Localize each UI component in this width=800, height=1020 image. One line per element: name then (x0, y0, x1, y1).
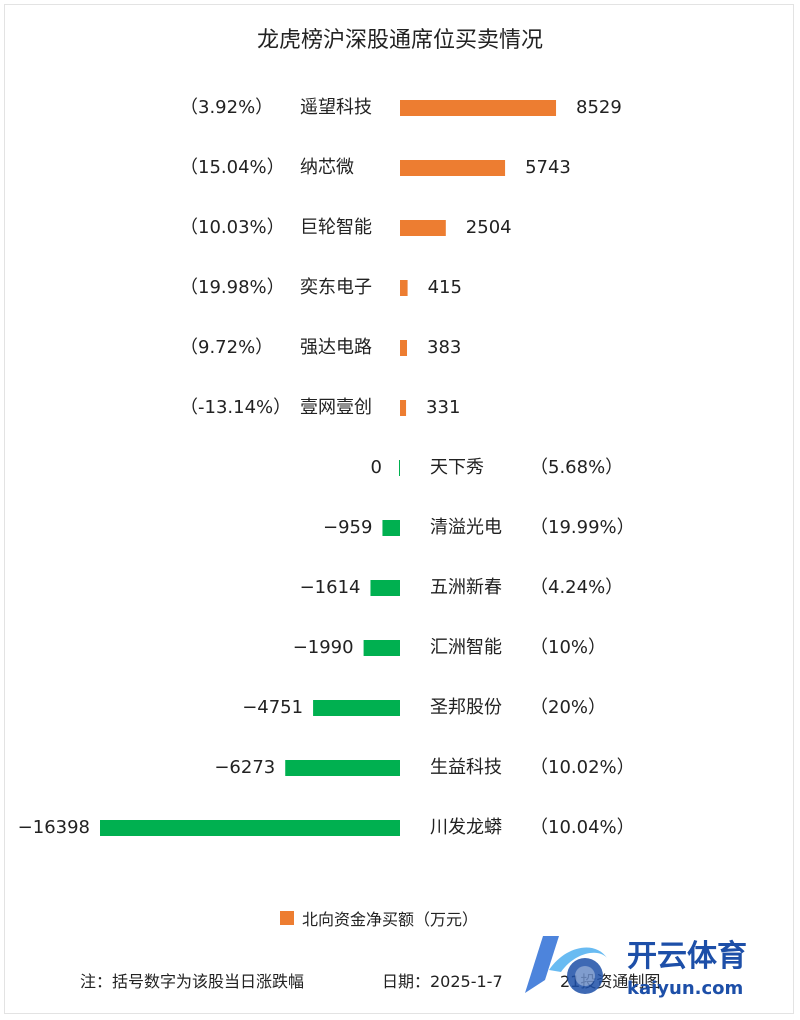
legend: 北向资金净买额（万元） (280, 906, 478, 930)
bar-汇洲智能 (363, 640, 400, 656)
logo: 开云体育 kaiyun.com (525, 936, 747, 999)
data-label-五洲新春: −1614 (300, 577, 361, 598)
logo-url: kaiyun.com (627, 978, 743, 999)
pct-label-清溢光电: （19.99%） (530, 517, 635, 538)
data-label-汇洲智能: −1990 (293, 637, 354, 658)
bar-壹网壹创 (400, 400, 407, 416)
data-label-天下秀: 0 (371, 457, 382, 478)
category-label-奕东电子: 奕东电子 (300, 277, 372, 298)
data-label-壹网壹创: 331 (426, 397, 460, 418)
pct-label-巨轮智能: （10.03%） (180, 217, 285, 238)
bar-遥望科技 (400, 100, 557, 116)
data-label-圣邦股份: −4751 (242, 697, 303, 718)
legend-swatch (280, 911, 294, 925)
category-label-川发龙蟒: 川发龙蟒 (430, 817, 502, 838)
pct-label-川发龙蟒: （10.04%） (530, 817, 635, 838)
data-label-巨轮智能: 2504 (466, 217, 512, 238)
footer-note: 注：括号数字为该股当日涨跌幅 (80, 972, 305, 991)
footer-date: 日期：2025-1-7 (382, 972, 503, 991)
bar-天下秀 (399, 460, 400, 476)
pct-label-生益科技: （10.02%） (530, 757, 635, 778)
data-label-奕东电子: 415 (428, 277, 462, 298)
pct-label-纳芯微: （15.04%） (180, 157, 285, 178)
bar-清溢光电 (382, 520, 400, 536)
pct-label-天下秀: （5.68%） (530, 457, 623, 478)
category-label-遥望科技: 遥望科技 (300, 97, 372, 118)
bar-巨轮智能 (400, 220, 446, 236)
logo-ball (567, 958, 603, 994)
legend-label: 北向资金净买额（万元） (302, 910, 479, 929)
pct-label-强达电路: （9.72%） (180, 337, 273, 358)
pct-label-奕东电子: （19.98%） (180, 277, 285, 298)
data-label-纳芯微: 5743 (525, 157, 571, 178)
pct-label-壹网壹创: （-13.14%） (180, 397, 291, 418)
category-label-圣邦股份: 圣邦股份 (430, 697, 502, 718)
pct-label-汇洲智能: （10%） (530, 637, 606, 658)
category-label-天下秀: 天下秀 (430, 457, 484, 478)
category-label-巨轮智能: 巨轮智能 (300, 217, 372, 238)
chart-frame (4, 4, 794, 1014)
logo-swoosh (549, 947, 607, 972)
bar-纳芯微 (400, 160, 506, 176)
category-label-壹网壹创: 壹网壹创 (300, 397, 372, 418)
pct-label-圣邦股份: （20%） (530, 697, 606, 718)
data-label-清溢光电: −959 (323, 517, 372, 538)
data-label-生益科技: −6273 (214, 757, 275, 778)
chart-title: 龙虎榜沪深股通席位买卖情况 (256, 28, 543, 53)
pct-label-遥望科技: （3.92%） (180, 97, 273, 118)
bar-川发龙蟒 (100, 820, 400, 836)
category-label-纳芯微: 纳芯微 (300, 157, 354, 178)
data-label-强达电路: 383 (427, 337, 461, 358)
category-label-汇洲智能: 汇洲智能 (430, 637, 502, 658)
data-label-川发龙蟒: −16398 (18, 817, 90, 838)
bar-五洲新春 (370, 580, 400, 596)
bar-生益科技 (285, 760, 400, 776)
bar-chart: 8529 遥望科技 （3.92%） 5743 纳芯微 （15.04%） 2504 巨轮智能 （1… (18, 97, 635, 838)
data-label-遥望科技: 8529 (576, 97, 622, 118)
category-label-强达电路: 强达电路 (300, 337, 372, 358)
logo-mark (525, 936, 559, 993)
category-label-生益科技: 生益科技 (430, 757, 502, 778)
logo-text: 开云体育 (627, 939, 747, 974)
category-label-五洲新春: 五洲新春 (430, 577, 502, 598)
bar-圣邦股份 (313, 700, 400, 716)
bar-奕东电子 (400, 280, 408, 296)
category-label-清溢光电: 清溢光电 (430, 517, 502, 538)
pct-label-五洲新春: （4.24%） (530, 577, 623, 598)
bar-强达电路 (400, 340, 408, 356)
